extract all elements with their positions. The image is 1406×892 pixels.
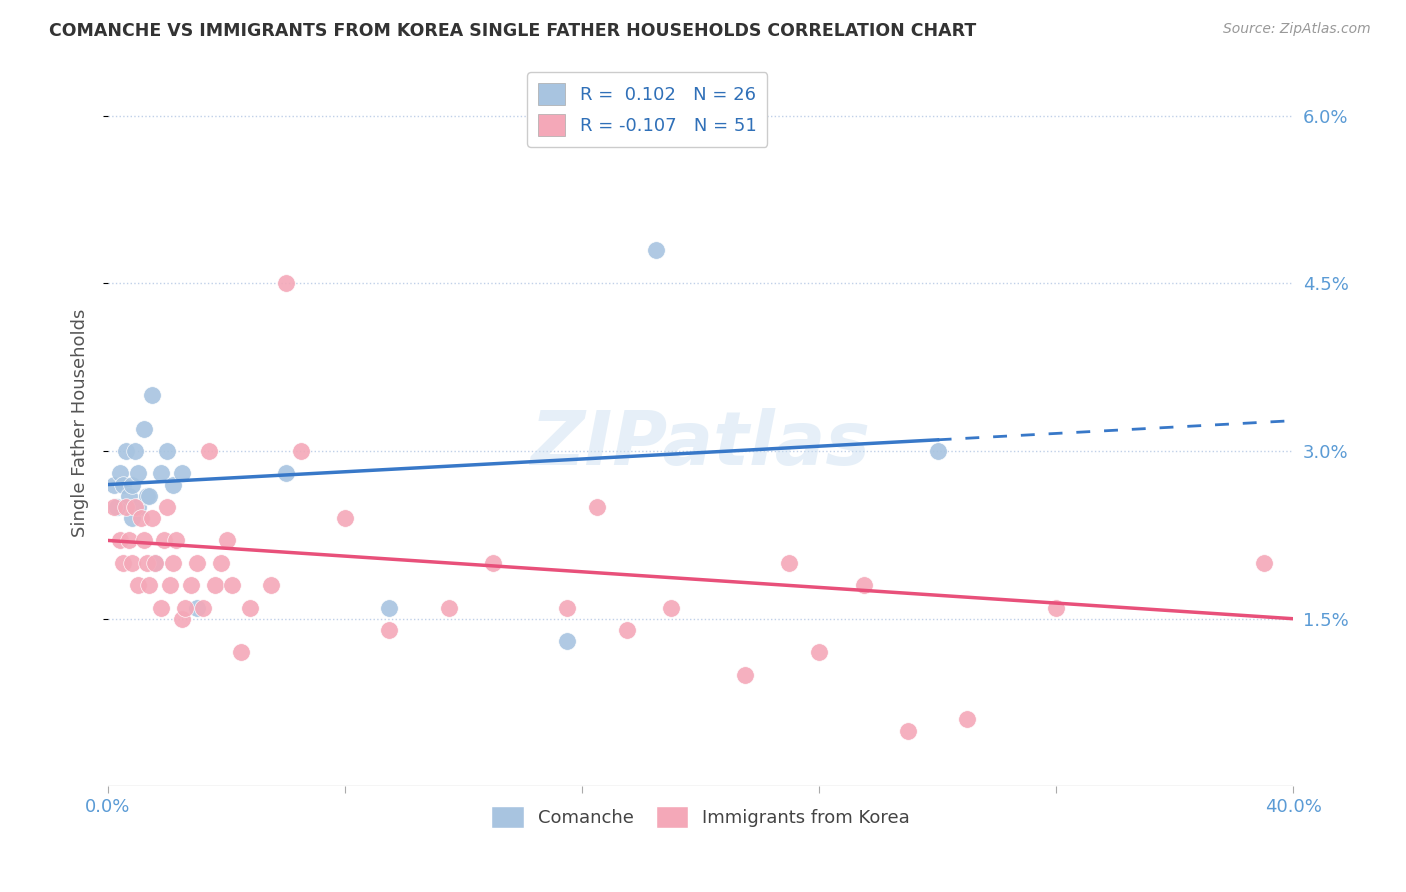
Point: [121, 556, 143, 570]
Point: [124, 500, 146, 514]
Point: [127, 578, 149, 592]
Point: [141, 388, 163, 402]
Point: [159, 578, 181, 592]
Point: [290, 444, 312, 458]
Point: [127, 467, 149, 481]
Point: [111, 477, 134, 491]
Point: [808, 645, 831, 659]
Point: [103, 477, 125, 491]
Point: [659, 600, 682, 615]
Point: [1253, 556, 1275, 570]
Point: [191, 600, 214, 615]
Point: [105, 500, 128, 514]
Point: [231, 645, 253, 659]
Point: [156, 444, 179, 458]
Y-axis label: Single Father Households: Single Father Households: [72, 309, 89, 537]
Point: [555, 634, 578, 648]
Text: COMANCHE VS IMMIGRANTS FROM KOREA SINGLE FATHER HOUSEHOLDS CORRELATION CHART: COMANCHE VS IMMIGRANTS FROM KOREA SINGLE…: [49, 22, 976, 40]
Point: [135, 556, 157, 570]
Point: [209, 556, 232, 570]
Point: [138, 578, 160, 592]
Point: [555, 600, 578, 615]
Point: [170, 612, 193, 626]
Point: [333, 511, 356, 525]
Point: [135, 489, 157, 503]
Text: Source: ZipAtlas.com: Source: ZipAtlas.com: [1223, 22, 1371, 37]
Point: [204, 578, 226, 592]
Point: [897, 723, 920, 738]
Point: [132, 422, 155, 436]
Point: [274, 277, 297, 291]
Point: [186, 556, 208, 570]
Point: [437, 600, 460, 615]
Point: [127, 500, 149, 514]
Point: [174, 600, 197, 615]
Point: [124, 444, 146, 458]
Point: [108, 467, 131, 481]
Point: [141, 511, 163, 525]
Point: [221, 578, 243, 592]
Point: [162, 556, 184, 570]
Point: [645, 243, 668, 257]
Point: [779, 556, 801, 570]
Point: [145, 556, 167, 570]
Point: [121, 511, 143, 525]
Point: [197, 444, 219, 458]
Point: [1045, 600, 1067, 615]
Text: ZIPatlas: ZIPatlas: [530, 409, 870, 482]
Point: [108, 533, 131, 548]
Point: [927, 444, 949, 458]
Point: [156, 500, 179, 514]
Point: [118, 533, 141, 548]
Point: [482, 556, 505, 570]
Point: [111, 556, 134, 570]
Point: [121, 477, 143, 491]
Point: [165, 533, 187, 548]
Point: [103, 500, 125, 514]
Point: [215, 533, 238, 548]
Legend: Comanche, Immigrants from Korea: Comanche, Immigrants from Korea: [484, 799, 918, 836]
Point: [852, 578, 875, 592]
Point: [114, 500, 136, 514]
Point: [378, 600, 401, 615]
Point: [132, 533, 155, 548]
Point: [186, 600, 208, 615]
Point: [734, 667, 756, 681]
Point: [129, 511, 152, 525]
Point: [260, 578, 283, 592]
Point: [150, 600, 173, 615]
Point: [274, 467, 297, 481]
Point: [239, 600, 262, 615]
Point: [150, 467, 173, 481]
Point: [586, 500, 609, 514]
Point: [616, 623, 638, 637]
Point: [162, 477, 184, 491]
Point: [114, 444, 136, 458]
Point: [138, 489, 160, 503]
Point: [378, 623, 401, 637]
Point: [153, 533, 176, 548]
Point: [145, 556, 167, 570]
Point: [118, 489, 141, 503]
Point: [956, 712, 979, 726]
Point: [170, 467, 193, 481]
Point: [180, 578, 202, 592]
